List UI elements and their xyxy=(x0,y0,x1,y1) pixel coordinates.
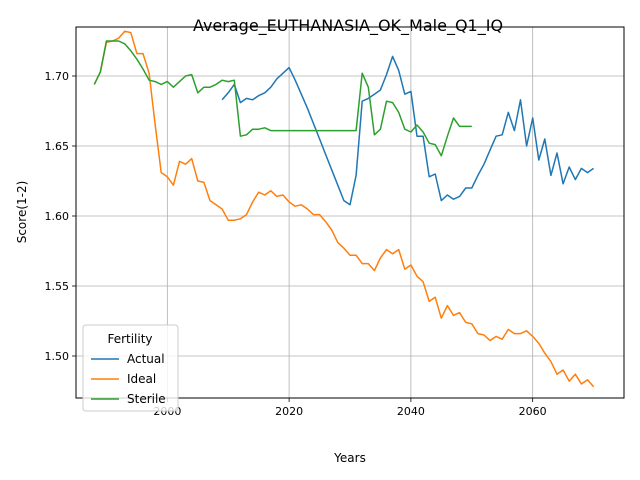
x-tick-label: 2040 xyxy=(397,405,425,418)
y-axis-ticks: 1.50 1.55 1.60 1.65 1.70 xyxy=(45,70,76,363)
series-line-ideal xyxy=(93,30,595,388)
legend: Fertility Actual Ideal Sterile xyxy=(82,324,179,412)
plot-frame xyxy=(75,26,625,399)
plot-lines xyxy=(93,30,595,388)
y-tick-label: 1.65 xyxy=(45,140,70,153)
legend-label-sterile: Sterile xyxy=(127,392,166,406)
y-tick-label: 1.70 xyxy=(45,70,70,83)
x-axis-label: Years xyxy=(333,451,366,465)
legend-box xyxy=(82,324,179,412)
y-tick-label: 1.50 xyxy=(45,350,70,363)
series-line-actual xyxy=(221,55,595,206)
legend-title: Fertility xyxy=(107,332,152,346)
series-line-sterile xyxy=(93,40,472,157)
chart-title: Average_EUTHANASIA_OK_Male_Q1_IQ xyxy=(193,16,503,36)
y-tick-label: 1.60 xyxy=(45,210,70,223)
x-tick-label: 2020 xyxy=(275,405,303,418)
legend-label-ideal: Ideal xyxy=(127,372,156,386)
y-axis-label: Score(1-2) xyxy=(15,181,29,244)
grid xyxy=(76,27,624,398)
y-tick-label: 1.55 xyxy=(45,280,70,293)
legend-label-actual: Actual xyxy=(127,352,165,366)
x-tick-label: 2060 xyxy=(519,405,547,418)
